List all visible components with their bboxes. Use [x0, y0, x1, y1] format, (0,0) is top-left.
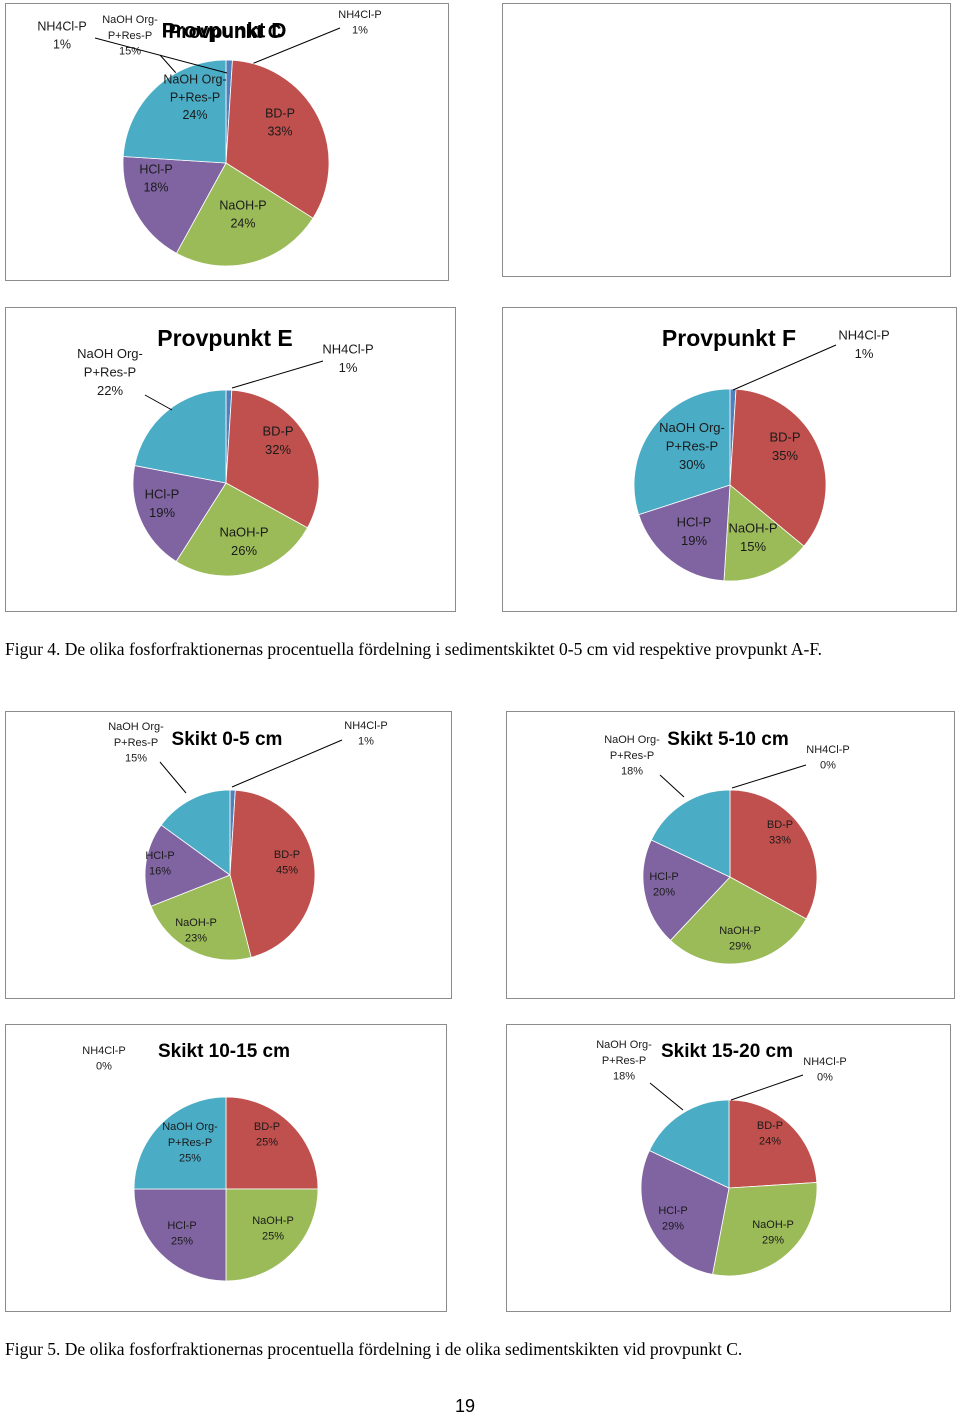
figure-4-caption: Figur 4. De olika fosforfraktionernas pr…	[5, 639, 823, 659]
chart-panel-skikt-10-15	[5, 1024, 447, 1312]
chart-panel-skikt-15-20	[506, 1024, 951, 1312]
chart-panel-provpunkt-d	[502, 3, 951, 277]
figure-5-caption: Figur 5. De olika fosforfraktionernas pr…	[5, 1339, 743, 1359]
chart-panel-provpunkt-e	[5, 307, 456, 612]
chart-panel-skikt-0-5	[5, 711, 452, 999]
page-number: 19	[454, 1396, 476, 1416]
chart-panel-provpunkt-c	[5, 3, 449, 281]
chart-panel-skikt-5-10	[506, 711, 955, 999]
chart-panel-provpunkt-f	[502, 307, 957, 612]
